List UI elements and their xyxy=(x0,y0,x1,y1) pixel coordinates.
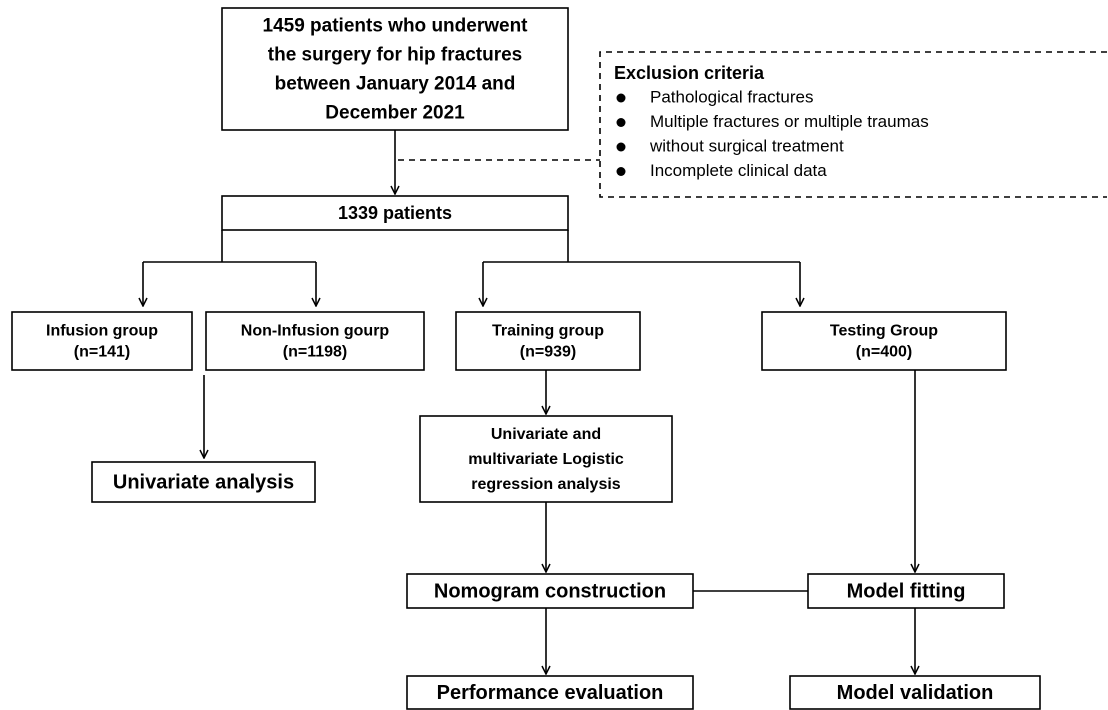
node-label: (n=141) xyxy=(74,344,130,361)
node-label: Non-Infusion gourp xyxy=(241,323,390,340)
node-label: multivariate Logistic xyxy=(468,451,624,468)
node: 1459 patients who underwent the surgery f… xyxy=(221,7,569,131)
node-label: (n=939) xyxy=(520,344,576,361)
node-box xyxy=(761,311,1007,371)
node: Infusion group (n=141) xyxy=(11,311,193,371)
node-label: Model validation xyxy=(837,682,994,704)
bullet xyxy=(616,118,626,127)
nodes: 1459 patients who underwent the surgery f… xyxy=(11,7,1041,710)
node-box xyxy=(406,675,694,710)
node-label: 1339 patients xyxy=(338,203,452,223)
node: Training group (n=939) xyxy=(455,311,641,371)
node-box xyxy=(455,311,641,371)
node: Model fitting xyxy=(807,573,1005,609)
node-box xyxy=(789,675,1041,710)
dashed-border xyxy=(599,51,1107,198)
node-box xyxy=(419,415,673,503)
node-label: Training group xyxy=(492,323,604,340)
bullet xyxy=(616,167,626,176)
node: Model validation xyxy=(789,675,1041,710)
node-label: Infusion group xyxy=(46,323,158,340)
node-label: Univariate analysis xyxy=(113,471,294,493)
exclusion-item: Pathological fractures xyxy=(650,87,813,106)
node-label: December 2021 xyxy=(325,103,465,124)
node: Non-Infusion gourp (n=1198) xyxy=(205,311,425,371)
node-box xyxy=(11,311,193,371)
node-label: (n=1198) xyxy=(283,344,347,361)
node-box xyxy=(406,573,694,609)
node-box xyxy=(221,195,569,231)
bullet xyxy=(616,93,626,103)
node-box xyxy=(807,573,1005,609)
node: Univariate analysis xyxy=(91,461,316,503)
node: Univariate and multivariate Logistic regre… xyxy=(419,415,673,503)
node-label: Univariate and xyxy=(491,426,601,443)
exclusion-box: Exclusion criteria Pathological fracture… xyxy=(599,51,1107,198)
node-label: between January 2014 and xyxy=(275,74,516,95)
node-label: 1459 patients who underwent xyxy=(263,16,529,37)
node: 1339 patients xyxy=(221,195,569,231)
node-label: Nomogram construction xyxy=(434,580,666,602)
exclusion-item: Incomplete clinical data xyxy=(650,161,827,180)
node: Performance evaluation xyxy=(406,675,694,710)
node: Nomogram construction xyxy=(406,573,694,609)
node: Testing Group (n=400) xyxy=(761,311,1007,371)
node-label: Model fitting xyxy=(847,580,966,602)
exclusion-item: without surgical treatment xyxy=(649,136,844,155)
exclusion-item: Multiple fractures or multiple traumas xyxy=(650,112,929,131)
node-label: Performance evaluation xyxy=(437,682,664,704)
exclusion-title: Exclusion criteria xyxy=(614,63,765,83)
node-box xyxy=(221,7,569,131)
node-label: regression analysis xyxy=(471,476,621,493)
node-box xyxy=(205,311,425,371)
node-label: Testing Group xyxy=(830,323,938,340)
node-label: the surgery for hip fractures xyxy=(268,45,522,66)
node-box xyxy=(91,461,316,503)
node-label: (n=400) xyxy=(856,344,912,361)
bullet xyxy=(616,142,626,152)
